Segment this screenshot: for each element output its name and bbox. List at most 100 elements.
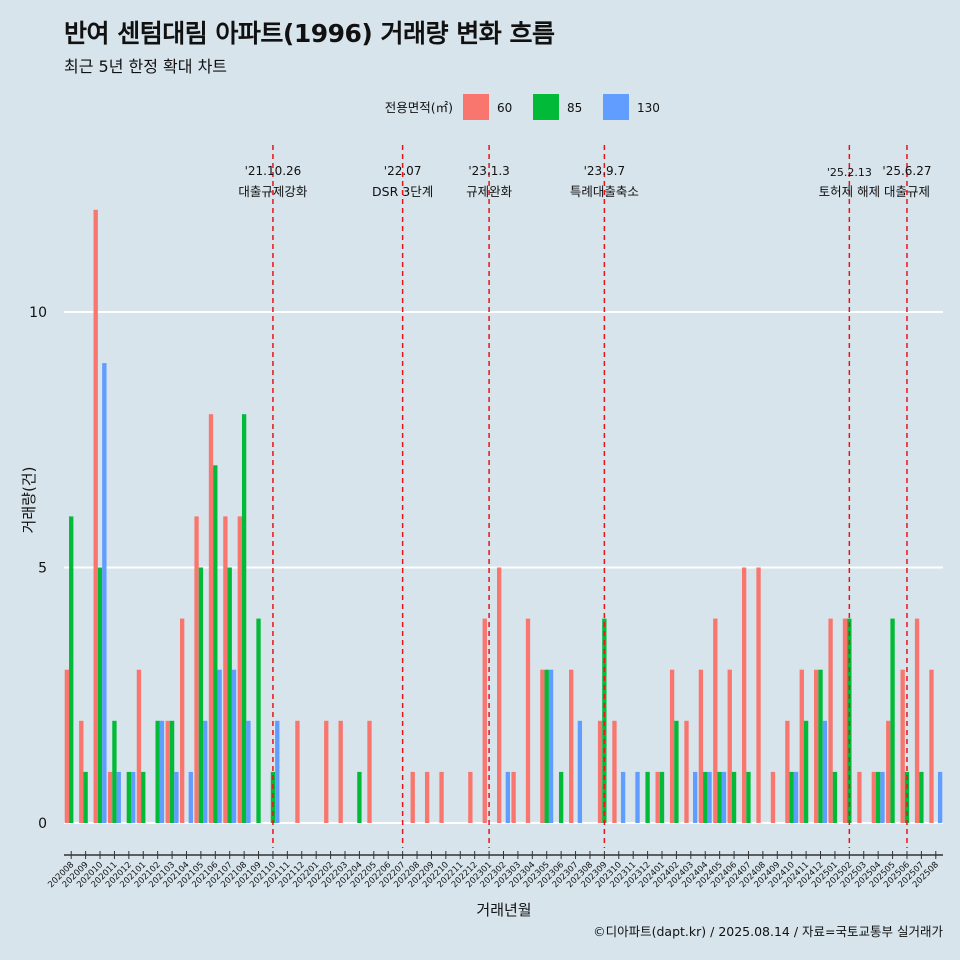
axes: 2020082020092020102020112020122021012021… <box>46 851 943 890</box>
bar-60-202501 <box>828 618 833 823</box>
bars <box>64 209 943 824</box>
bar-85-202407 <box>746 771 751 823</box>
policy-date: '23.9.7 <box>584 164 625 178</box>
bar-60-202406 <box>727 669 732 823</box>
source-caption: ©디아파트(dapt.kr) / 2025.08.14 / 자료=국토교통부 실… <box>593 924 943 939</box>
legend-title: 전용면적(㎡) <box>385 100 453 115</box>
bar-130-202405 <box>721 771 727 823</box>
policy-date: '21.10.26 <box>245 164 302 178</box>
bar-85-202009 <box>83 771 88 823</box>
x-axis-label: 거래년월 <box>476 901 531 919</box>
policy-date: '23.1.3 <box>468 164 509 178</box>
bar-85-202106 <box>213 465 218 823</box>
policy-label: 대출규제 <box>884 184 930 199</box>
bar-60-202106 <box>208 414 214 823</box>
bar-85-202105 <box>198 567 204 823</box>
bar-60-202412 <box>814 669 819 823</box>
legend-key-60 <box>463 94 489 120</box>
bar-60-202402 <box>669 669 675 823</box>
bar-60-202405 <box>713 618 718 823</box>
bar-60-202107 <box>223 516 228 823</box>
policy-label: 특례대출축소 <box>570 184 639 199</box>
bar-60-202309 <box>597 720 603 823</box>
bar-130-202103 <box>174 771 179 823</box>
bar-60-202503 <box>857 771 862 823</box>
bar-85-202102 <box>155 720 160 823</box>
policy-label: 대출규제강화 <box>238 184 308 199</box>
bar-60-202404 <box>698 669 704 823</box>
bar-60-202101 <box>136 669 142 823</box>
bar-130-202110 <box>275 720 280 823</box>
legend-label-60: 60 <box>497 101 512 115</box>
bar-60-202008 <box>64 669 70 823</box>
bar-60-202205 <box>367 720 372 823</box>
bar-85-202505 <box>890 618 895 823</box>
bar-60-202408 <box>756 567 761 823</box>
bar-60-202209 <box>424 771 430 823</box>
bar-60-202504 <box>871 771 876 823</box>
bar-85-202312 <box>645 771 650 823</box>
bar-85-202103 <box>169 720 175 823</box>
bar-130-202104 <box>188 771 193 823</box>
policy-date: '25.6.27 <box>882 164 931 178</box>
bar-60-202304 <box>525 618 531 823</box>
bar-130-202310 <box>620 771 626 823</box>
chart-subtitle: 최근 5년 한정 확대 차트 <box>64 57 228 76</box>
bar-85-202501 <box>832 771 838 823</box>
bar-60-202305 <box>540 669 545 823</box>
bar-85-202204 <box>357 771 362 823</box>
bar-60-202104 <box>179 618 185 823</box>
policy-label: DSR 3단계 <box>372 184 433 199</box>
bar-60-202507 <box>914 618 920 823</box>
bar-130-202011 <box>116 771 121 823</box>
bar-60-202407 <box>741 567 747 823</box>
bar-130-202302 <box>505 771 510 823</box>
bar-85-202411 <box>803 720 809 823</box>
bar-60-202009 <box>79 720 84 823</box>
bar-130-202307 <box>577 720 583 823</box>
bar-130-202107 <box>231 669 237 823</box>
bar-60-202302 <box>497 567 502 823</box>
bar-85-202107 <box>227 567 232 823</box>
bar-85-202109 <box>256 618 261 823</box>
bar-60-202011 <box>107 771 113 823</box>
bar-85-202401 <box>659 771 665 823</box>
bar-130-202106 <box>217 669 222 823</box>
legend-key-130 <box>603 94 629 120</box>
bar-85-202010 <box>97 567 103 823</box>
bar-130-202012 <box>131 771 136 823</box>
bar-85-202404 <box>703 771 708 823</box>
bar-85-202402 <box>674 720 679 823</box>
bar-60-202203 <box>338 720 343 823</box>
legend: 전용면적(㎡) 60 85 130 <box>385 94 660 120</box>
bar-60-202103 <box>165 720 170 823</box>
bar-60-202410 <box>785 720 790 823</box>
bar-130-202404 <box>707 771 712 823</box>
policy-date: '25.2.13 <box>827 166 872 179</box>
bar-60-202502 <box>842 618 848 823</box>
policy-label: 규제완화 <box>466 184 513 199</box>
bar-60-202010 <box>93 209 98 824</box>
bar-60-202112 <box>295 720 300 823</box>
bar-130-202403 <box>692 771 698 823</box>
bar-85-202306 <box>558 771 564 823</box>
bar-130-202102 <box>159 720 165 823</box>
bar-85-202406 <box>731 771 737 823</box>
bar-85-202410 <box>789 771 794 823</box>
legend-label-85: 85 <box>567 101 582 115</box>
legend-label-130: 130 <box>637 101 660 115</box>
bar-60-202301 <box>482 618 487 823</box>
bar-60-202210 <box>439 771 444 823</box>
bar-130-202108 <box>246 720 251 823</box>
bar-60-202409 <box>770 771 776 823</box>
bar-60-202105 <box>194 516 199 823</box>
bar-60-202411 <box>799 669 804 823</box>
y-axis-label: 거래량(건) <box>20 467 38 534</box>
bar-60-202403 <box>684 720 689 823</box>
bar-130-202504 <box>880 771 885 823</box>
y-tick-label: 10 <box>29 305 47 321</box>
bar-60-202108 <box>237 516 242 823</box>
bar-85-202405 <box>717 771 722 823</box>
bar-85-202008 <box>69 516 74 823</box>
bar-85-202502 <box>847 618 852 823</box>
